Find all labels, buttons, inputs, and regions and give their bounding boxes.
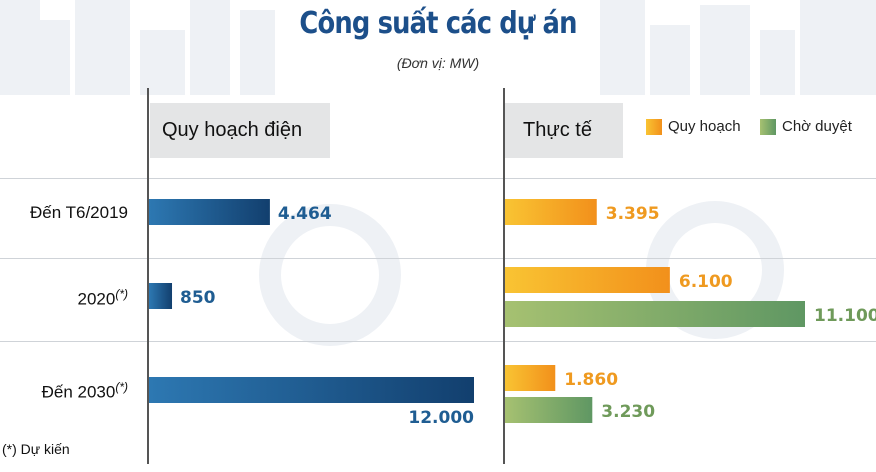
legend-item-quy-hoach: Quy hoạch [646,118,741,135]
row-divider [0,178,876,179]
legend-label: Quy hoạch [668,118,741,135]
category-label: Đến 2030(*) [41,380,128,402]
bar-actual-quy-hoach [505,267,670,293]
legend-item-cho-duyet: Chờ duyệt [760,118,852,135]
chart-title: Công suất các dự án [299,6,577,41]
row-divider [0,341,876,342]
bar-planning [149,283,173,309]
chart-subtitle: (Đơn vị: MW) [396,55,480,71]
bar-actual-quy-hoach [505,365,556,391]
category-marker: (*) [115,380,128,394]
data-label: 6.100 [679,272,733,292]
bar-actual-cho-duyet [505,397,593,423]
axis-line-right [503,88,505,464]
category-label: 2020(*) [77,287,129,309]
data-label: 850 [180,288,216,308]
bar-actual-cho-duyet [505,301,805,327]
category-label: Đến T6/2019 [30,203,128,222]
panel-header-actual: Thực tế [505,103,623,158]
row-divider [0,258,876,259]
data-label: 3.395 [606,204,660,224]
data-label: 4.464 [278,204,332,224]
bar-actual-quy-hoach [505,199,597,225]
data-label: 3.230 [601,402,655,422]
footnote: (*) Dự kiến [2,441,70,457]
data-label: 12.000 [408,408,474,428]
category-marker: (*) [115,287,128,301]
legend-swatch-orange [646,118,662,135]
data-label: 11.100 [814,306,876,326]
data-label: 1.860 [564,370,618,390]
axis-line-left [147,88,149,464]
bar-planning [149,377,474,403]
bar-planning [149,199,270,225]
legend-swatch-green [760,118,776,135]
legend-label: Chờ duyệt [782,118,852,135]
panel-header-planning: Quy hoạch điện [150,103,330,158]
